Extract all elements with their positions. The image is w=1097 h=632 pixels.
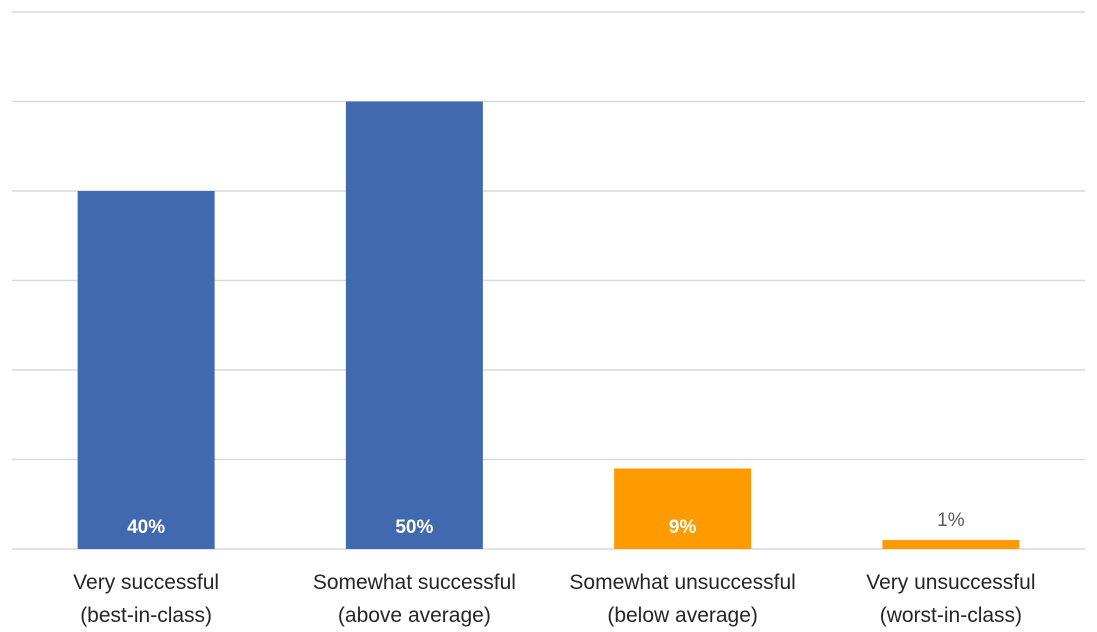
data-labels: 40% 50% 9% 1% [127, 510, 965, 538]
category-label-line: (best-in-class) [80, 604, 212, 627]
data-label-4: 1% [937, 510, 965, 531]
category-label-4: Very unsuccessful (worst-in-class) [866, 571, 1035, 627]
data-label-2: 50% [395, 517, 433, 538]
category-label-line: (below average) [607, 604, 758, 627]
category-label-2: Somewhat successful (above average) [313, 571, 516, 627]
category-label-line: (above average) [338, 604, 491, 627]
data-label-1: 40% [127, 517, 165, 538]
data-label-3: 9% [669, 517, 697, 538]
category-label-line: Very unsuccessful [866, 571, 1035, 594]
bar-1 [77, 191, 215, 549]
bar-4 [882, 540, 1020, 549]
category-label-line: (worst-in-class) [880, 604, 1022, 627]
category-label-1: Very successful (best-in-class) [73, 571, 219, 627]
category-label-line: Very successful [73, 571, 219, 594]
category-label-line: Somewhat successful [313, 571, 516, 594]
bars [77, 101, 1020, 549]
bar-3 [614, 468, 752, 549]
category-labels: Very successful (best-in-class) Somewhat s… [73, 571, 1035, 627]
category-label-line: Somewhat unsuccessful [569, 571, 795, 594]
bar-2 [345, 101, 483, 549]
category-label-3: Somewhat unsuccessful (below average) [569, 571, 795, 627]
